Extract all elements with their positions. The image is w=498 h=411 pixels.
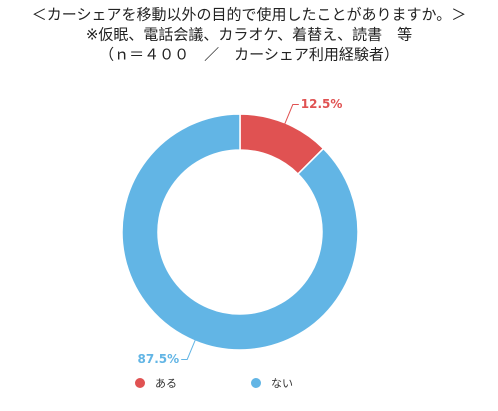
legend-marker xyxy=(135,378,145,388)
leader-line xyxy=(283,104,299,126)
donut-segment xyxy=(121,113,359,351)
chart-title: ＜カーシェアを移動以外の目的で使用したことがありますか。＞ xyxy=(32,6,466,24)
leader-line xyxy=(181,338,197,360)
chart-subtitle: （ｎ＝４００ ／ カーシェア利用経験者） xyxy=(99,46,399,64)
data-label: 12.5% xyxy=(301,97,343,111)
chart-subtitle: ※仮眠、電話会議、カラオケ、着替え、読書 等 xyxy=(86,26,412,44)
legend-label: ない xyxy=(271,377,293,390)
legend-marker xyxy=(251,378,261,388)
data-label: 87.5% xyxy=(138,352,180,366)
legend-label: ある xyxy=(155,377,177,390)
